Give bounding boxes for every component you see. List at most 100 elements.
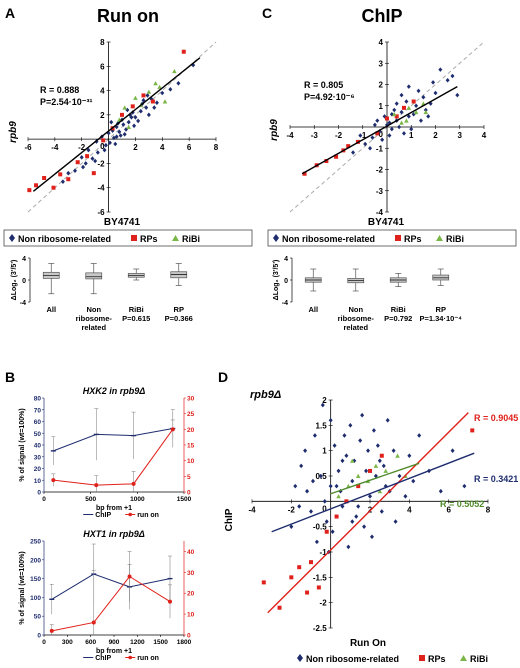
series-line-ChIP: [53, 428, 173, 452]
y-tick-label: 2: [100, 111, 105, 120]
p-value-label: P=0.615: [122, 314, 150, 323]
data-point-non-ribosome: [450, 448, 455, 453]
data-point-non-ribosome: [389, 126, 394, 132]
data-point-run-on: [91, 620, 96, 625]
data-point-ribi: [377, 489, 383, 494]
data-point-rp: [356, 484, 361, 489]
x-tick-label: -2: [335, 131, 343, 140]
data-point-non-ribosome: [322, 499, 327, 504]
data-point-non-ribosome: [66, 170, 71, 176]
data-point-rp: [27, 188, 32, 193]
y-tick-label: -1: [320, 548, 328, 557]
y-tick-label-left: 20: [34, 466, 42, 473]
y-tick-label-right: 20: [187, 591, 195, 598]
data-point-non-ribosome: [414, 103, 419, 109]
y-tick-label: -3: [376, 187, 384, 196]
data-point-rp: [470, 428, 475, 433]
data-point-ribi: [157, 84, 162, 89]
legend-ribi-label: RiBi: [182, 234, 200, 244]
panel-d-legend: Non ribosome-related RPs RiBi: [297, 654, 488, 664]
data-point-non-ribosome: [90, 156, 95, 161]
legend-ribi-label: RiBi: [470, 654, 488, 664]
data-point-rp: [141, 93, 146, 98]
data-point-non-ribosome: [305, 488, 310, 494]
data-point-non-ribosome: [369, 534, 374, 540]
y-tick-label-left: 0: [37, 633, 41, 640]
data-point-non-ribosome: [122, 131, 127, 137]
data-point-non-ribosome: [113, 141, 118, 147]
data-point-rp: [324, 529, 329, 534]
panel-d-r-green: R = 0.5052: [440, 499, 484, 509]
data-point-non-ribosome: [114, 134, 119, 140]
y-tick-label: -4: [20, 300, 26, 307]
legend-run-on-marker: [128, 655, 132, 660]
data-point-non-ribosome: [397, 473, 402, 479]
data-point-non-ribosome: [407, 453, 412, 459]
data-point-non-ribosome: [409, 126, 414, 132]
y-tick-label: 4: [100, 87, 105, 96]
data-point-non-ribosome: [121, 122, 126, 127]
y-tick-label: 6: [100, 62, 105, 71]
regression-line-rps: [267, 412, 469, 614]
y-tick-label: 2: [379, 81, 384, 90]
regression-line-non: [271, 452, 475, 533]
data-point-rp: [58, 172, 63, 177]
data-point-non-ribosome: [109, 119, 114, 125]
data-point-non-ribosome: [129, 114, 134, 120]
data-point-non-ribosome: [336, 468, 341, 474]
panel-a-legend: Non ribosome-related RPs RiBi: [3, 229, 253, 247]
data-point-non-ribosome: [358, 133, 363, 138]
data-point-non-ribosome: [372, 122, 377, 128]
data-point-rp: [261, 580, 266, 585]
series-line-run-on: [53, 429, 174, 486]
legend-diamond-icon: [9, 234, 15, 242]
x-tick-label: 1500: [177, 496, 192, 503]
data-point-rp: [344, 499, 349, 504]
data-point-non-ribosome: [351, 150, 356, 155]
box-iqr: [85, 272, 103, 280]
data-point-non-ribosome: [377, 458, 382, 464]
panel-c-title: ChIP: [361, 6, 402, 26]
data-point-non-ribosome: [334, 483, 339, 489]
data-point-non-ribosome: [344, 453, 349, 459]
y-tick-label: -1.5: [313, 573, 327, 582]
data-point-non-ribosome: [350, 478, 355, 484]
y-tick-label-left: 40: [34, 443, 42, 450]
data-point-non-ribosome: [299, 463, 304, 469]
data-point-rp: [316, 585, 321, 590]
panel-c-p: P=4.92·10⁻⁶: [304, 92, 355, 102]
p-value-label: P=0.792: [384, 314, 412, 323]
data-point-non-ribosome: [368, 145, 373, 151]
data-point-non-ribosome: [93, 158, 98, 164]
y-tick-label: -2: [320, 599, 328, 608]
y-tick-label-left: 60: [34, 419, 42, 426]
origin-tick-label: 0: [322, 504, 327, 513]
data-point-non-ribosome: [168, 87, 173, 92]
data-point-non-ribosome: [126, 119, 131, 125]
data-point-non-ribosome: [312, 433, 317, 438]
legend-chip-label: ChIP: [95, 655, 111, 662]
x-tick-label: 4: [482, 131, 487, 140]
panel-c-legend: Non ribosome-related RPs RiBi: [267, 229, 517, 247]
x-tick-label: -2: [288, 505, 296, 514]
origin-tick-label: 0: [100, 142, 105, 151]
data-point-rp: [334, 154, 339, 159]
y-tick-label: 1: [322, 447, 327, 456]
category-label: All: [46, 305, 56, 314]
data-point-rp: [42, 176, 47, 180]
data-point-non-ribosome: [375, 118, 380, 123]
x-tick-label: 8: [486, 505, 491, 514]
y-tick-label: -6: [97, 208, 105, 217]
x-tick-label: 0: [42, 639, 46, 646]
data-point-non-ribosome: [81, 164, 86, 170]
data-point-non-ribosome: [60, 179, 65, 184]
panel-letter-d: D: [218, 369, 228, 385]
data-point-non-ribosome: [154, 100, 159, 106]
data-point-rp: [346, 144, 351, 149]
legend-square-icon: [131, 235, 137, 241]
data-point-rp: [130, 104, 135, 109]
category-label: related: [81, 323, 106, 332]
y-tick-label: 4: [22, 256, 26, 263]
p-value-label: P=1.34·10⁻⁴: [420, 314, 463, 323]
